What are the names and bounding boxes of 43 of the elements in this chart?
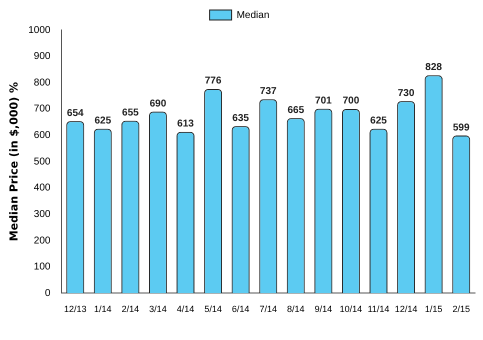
y-tick-label: 300 [34,208,51,220]
x-tick-label: 3/14 [149,304,167,314]
data-label: 700 [342,96,360,107]
x-tick-label: 6/14 [232,304,250,314]
x-tick-label: 5/14 [204,304,222,314]
data-label: 625 [370,115,388,126]
data-label: 730 [398,88,415,99]
y-tick-label: 1000 [28,24,51,36]
y-tick-label: 800 [34,77,51,88]
x-tick-label: 12/14 [394,304,418,314]
y-tick-label: 200 [34,235,51,246]
y-tick-label: 700 [34,104,51,115]
data-label: 690 [150,98,167,110]
legend-label: Median [236,10,270,21]
y-tick-label: 900 [34,51,51,62]
x-tick-label: 10/14 [340,304,362,314]
data-label: 654 [66,108,84,119]
y-tick-label: 0 [44,288,51,299]
data-label: 828 [425,62,442,74]
y-axis-title: Median Price (in $,000) % [7,82,20,242]
data-label: 613 [177,118,194,130]
data-label: 737 [260,86,277,97]
data-label: 665 [287,104,305,116]
x-tick-label: 8/14 [287,304,305,314]
x-tick-label: 4/14 [176,304,194,314]
x-tick-label: 1/15 [424,304,442,314]
x-tick-label: 12/13 [64,304,86,314]
y-tick-label: 100 [34,262,51,273]
data-label: 599 [452,122,470,134]
x-tick-label: 1/14 [94,304,112,314]
x-tick-label: 7/14 [259,304,277,314]
y-tick-label: 500 [34,156,51,168]
x-tick-label: 2/14 [122,304,140,314]
data-label: 625 [94,115,112,126]
data-label: 776 [204,76,222,87]
data-label: 635 [232,112,250,124]
x-tick-label: 11/14 [368,304,390,314]
y-tick-label: 600 [34,130,51,142]
y-tick-label: 400 [34,182,51,194]
data-label: 701 [315,95,332,106]
x-tick-label: 9/14 [314,304,332,314]
data-label: 655 [122,108,140,119]
x-tick-label: 2/15 [452,304,470,314]
